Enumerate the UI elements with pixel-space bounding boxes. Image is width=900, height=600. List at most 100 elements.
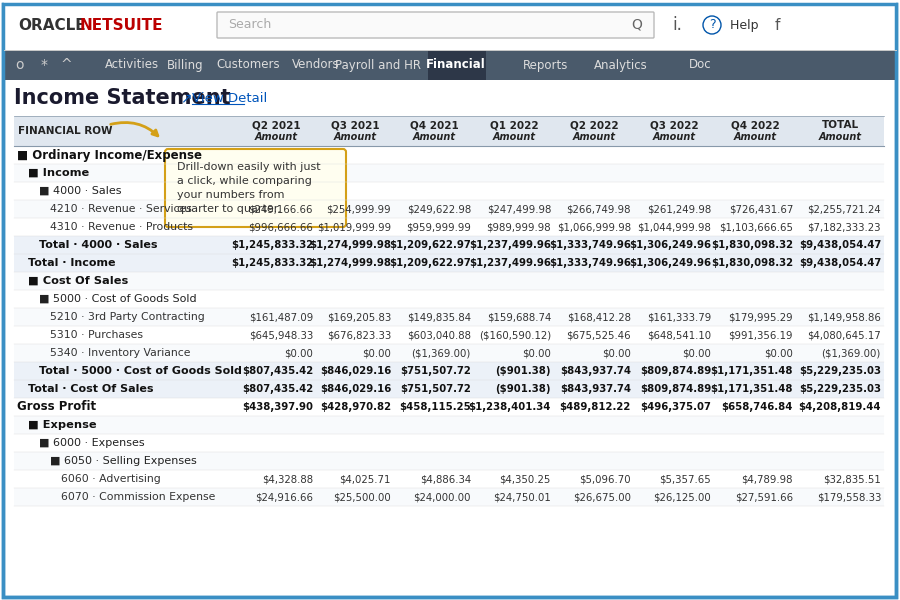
- Text: 6070 · Commission Expense: 6070 · Commission Expense: [61, 492, 215, 502]
- Text: $4,025.71: $4,025.71: [339, 474, 391, 484]
- Text: Amount: Amount: [572, 132, 616, 142]
- Text: $1,238,401.34: $1,238,401.34: [469, 402, 551, 412]
- Text: Q4 2021: Q4 2021: [410, 120, 458, 130]
- Text: $458,115.25: $458,115.25: [400, 402, 471, 412]
- Text: Total · 4000 · Sales: Total · 4000 · Sales: [39, 240, 158, 250]
- Text: 5340 · Inventory Variance: 5340 · Inventory Variance: [50, 348, 191, 358]
- Text: $247,499.98: $247,499.98: [487, 204, 551, 214]
- Text: $1,171,351.48: $1,171,351.48: [710, 384, 793, 394]
- Text: $438,397.90: $438,397.90: [242, 402, 313, 412]
- Text: $7,182,333.23: $7,182,333.23: [807, 222, 881, 232]
- Text: $5,357.65: $5,357.65: [659, 474, 711, 484]
- Text: Vendors: Vendors: [292, 58, 340, 71]
- Text: $428,970.82: $428,970.82: [320, 402, 391, 412]
- Text: $1,830,098.32: $1,830,098.32: [711, 258, 793, 268]
- Text: Amount: Amount: [652, 132, 696, 142]
- FancyBboxPatch shape: [165, 149, 346, 227]
- Text: ■ 4000 · Sales: ■ 4000 · Sales: [39, 186, 122, 196]
- Text: $149,835.84: $149,835.84: [407, 312, 471, 322]
- Text: $809,874.89: $809,874.89: [640, 366, 711, 376]
- Text: $807,435.42: $807,435.42: [242, 366, 313, 376]
- Text: Q1 2022: Q1 2022: [490, 120, 538, 130]
- Text: Activities: Activities: [105, 58, 159, 71]
- Text: $249,166.66: $249,166.66: [248, 204, 313, 214]
- Text: Q2 2022: Q2 2022: [570, 120, 618, 130]
- Text: $24,916.66: $24,916.66: [255, 492, 313, 502]
- Text: $751,507.72: $751,507.72: [400, 366, 471, 376]
- Text: f: f: [775, 17, 780, 32]
- Text: $675,525.46: $675,525.46: [566, 330, 631, 340]
- Bar: [14, 146, 884, 164]
- Text: $603,040.88: $603,040.88: [407, 330, 471, 340]
- Text: ?: ?: [708, 19, 716, 31]
- Text: ^: ^: [60, 58, 72, 72]
- Text: Total · Income: Total · Income: [28, 258, 115, 268]
- Bar: [14, 272, 884, 290]
- Text: $843,937.74: $843,937.74: [560, 366, 631, 376]
- Text: Income Statement: Income Statement: [14, 88, 230, 108]
- Text: $658,746.84: $658,746.84: [722, 402, 793, 412]
- Text: $1,237,499.96: $1,237,499.96: [469, 240, 551, 250]
- Text: 4310 · Revenue · Products: 4310 · Revenue · Products: [50, 222, 193, 232]
- Text: $726,431.67: $726,431.67: [729, 204, 793, 214]
- Text: $1,245,833.32: $1,245,833.32: [230, 240, 313, 250]
- Text: $24,750.01: $24,750.01: [493, 492, 551, 502]
- Bar: [14, 164, 884, 182]
- Text: Q: Q: [632, 18, 643, 32]
- Bar: [14, 434, 884, 452]
- Text: ■ Cost Of Sales: ■ Cost Of Sales: [28, 276, 128, 286]
- Text: $179,995.29: $179,995.29: [728, 312, 793, 322]
- Bar: [14, 326, 884, 344]
- Text: Amount: Amount: [255, 132, 298, 142]
- Text: $4,789.98: $4,789.98: [742, 474, 793, 484]
- Text: $1,149,958.86: $1,149,958.86: [807, 312, 881, 322]
- Text: $168,412.28: $168,412.28: [567, 312, 631, 322]
- Text: $989,999.98: $989,999.98: [486, 222, 551, 232]
- Text: $959,999.99: $959,999.99: [406, 222, 471, 232]
- Text: $179,558.33: $179,558.33: [816, 492, 881, 502]
- Text: Q3 2021: Q3 2021: [330, 120, 379, 130]
- Text: 5310 · Purchases: 5310 · Purchases: [50, 330, 143, 340]
- Text: TOTAL: TOTAL: [822, 120, 859, 130]
- Text: $809,874.89: $809,874.89: [640, 384, 711, 394]
- Bar: [14, 236, 884, 254]
- Text: $843,937.74: $843,937.74: [560, 384, 631, 394]
- Text: o: o: [16, 58, 24, 72]
- Text: $0.00: $0.00: [522, 348, 551, 358]
- Text: View Detail: View Detail: [192, 91, 267, 104]
- Text: ■ 6000 · Expenses: ■ 6000 · Expenses: [39, 438, 145, 448]
- Text: Payroll and HR: Payroll and HR: [335, 58, 421, 71]
- Text: $1,333,749.96: $1,333,749.96: [549, 240, 631, 250]
- Text: $1,209,622.97: $1,209,622.97: [389, 240, 471, 250]
- Bar: [14, 488, 884, 506]
- Text: $169,205.83: $169,205.83: [327, 312, 391, 322]
- Text: ■ 5000 · Cost of Goods Sold: ■ 5000 · Cost of Goods Sold: [39, 294, 196, 304]
- Text: $496,375.07: $496,375.07: [640, 402, 711, 412]
- Text: i.: i.: [672, 16, 682, 34]
- Text: ↗: ↗: [180, 91, 192, 105]
- Text: 6060 · Advertising: 6060 · Advertising: [61, 474, 161, 484]
- Text: 5210 · 3rd Party Contracting: 5210 · 3rd Party Contracting: [50, 312, 205, 322]
- Text: $1,044,999.98: $1,044,999.98: [637, 222, 711, 232]
- Bar: [14, 380, 884, 398]
- Text: $4,208,819.44: $4,208,819.44: [798, 402, 881, 412]
- Text: $32,835.51: $32,835.51: [824, 474, 881, 484]
- Text: ($1,369.00): ($1,369.00): [822, 348, 881, 358]
- Text: $991,356.19: $991,356.19: [728, 330, 793, 340]
- Text: Help: Help: [726, 19, 759, 31]
- Text: *: *: [40, 58, 48, 72]
- Text: $1,209,622.97: $1,209,622.97: [389, 258, 471, 268]
- Text: $1,171,351.48: $1,171,351.48: [710, 366, 793, 376]
- Text: $266,749.98: $266,749.98: [566, 204, 631, 214]
- Text: Financial: Financial: [426, 58, 486, 71]
- Text: $1,245,833.32: $1,245,833.32: [230, 258, 313, 268]
- Text: FINANCIAL ROW: FINANCIAL ROW: [18, 126, 112, 136]
- Text: $1,306,249.96: $1,306,249.96: [629, 258, 711, 268]
- Text: $489,812.22: $489,812.22: [560, 402, 631, 412]
- Bar: [14, 182, 884, 200]
- Bar: [14, 200, 884, 218]
- Text: $1,237,499.96: $1,237,499.96: [469, 258, 551, 268]
- Text: $27,591.66: $27,591.66: [735, 492, 793, 502]
- Text: ($901.38): ($901.38): [496, 366, 551, 376]
- Text: $1,019,999.99: $1,019,999.99: [317, 222, 391, 232]
